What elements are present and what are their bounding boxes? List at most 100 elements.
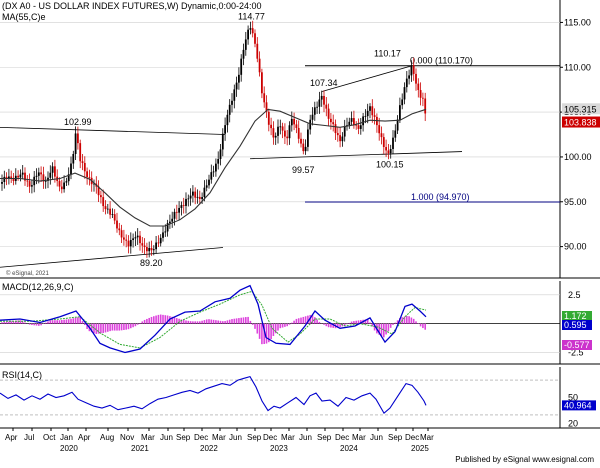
candle-body [307, 129, 309, 147]
macd-line [0, 284, 427, 354]
candle-body [93, 183, 95, 185]
x-month-label: Mar [281, 433, 295, 442]
candle-body [295, 124, 298, 128]
macd-histogram-bar [258, 323, 261, 339]
candle-body [263, 93, 266, 103]
candle-body [313, 107, 316, 115]
macd-histogram-bar [394, 322, 397, 324]
candle-body [65, 181, 68, 183]
x-axis: Apr Jul Oct Jan Apr Aug Nov Mar Jun Sep Dec Mar Jun S… [0, 427, 600, 453]
macd-histogram-bar [300, 317, 302, 324]
candle-body [49, 172, 52, 178]
candle-body [88, 177, 91, 178]
macd-histogram-bar [256, 323, 259, 334]
x-year-label: 2024 [340, 444, 358, 453]
macd-histogram-bar [187, 320, 190, 324]
candle-body [396, 119, 399, 131]
candle-body [79, 143, 82, 162]
candle-body [143, 245, 146, 248]
macd-histogram-bar [219, 320, 222, 324]
candle-body [332, 122, 335, 125]
candle-body [366, 110, 369, 117]
macd-histogram-bar [164, 315, 167, 324]
macd-histogram-bar [233, 318, 236, 324]
last-value-text: 0.595 [564, 320, 587, 330]
macd-histogram-bar [323, 323, 325, 325]
macd-histogram-bar [274, 323, 277, 334]
macd-histogram-bar [54, 320, 56, 324]
macd-histogram-bar [348, 322, 351, 324]
candle-body [189, 195, 192, 199]
macd-histogram-bar [270, 323, 272, 340]
candle-body [254, 33, 256, 44]
candle-body [72, 153, 75, 164]
candle-body [392, 137, 394, 149]
candle-body [44, 180, 47, 182]
candle-body [348, 121, 351, 126]
macd-histogram-bar [139, 323, 141, 324]
candle-body [17, 175, 19, 178]
macd-histogram-bar [311, 314, 314, 324]
macd-histogram-bar [254, 323, 256, 329]
macd-histogram-bar [302, 316, 305, 324]
candle-body [155, 242, 157, 250]
candle-body [139, 235, 141, 244]
macd-histogram-bar [265, 323, 268, 344]
candle-body [162, 232, 164, 238]
candle-body [389, 148, 392, 154]
candle-body [323, 95, 325, 105]
candle-body [215, 163, 217, 172]
candle-body [24, 172, 26, 181]
macd-histogram-bar [249, 320, 252, 324]
candle-body [201, 197, 203, 200]
candle-body [330, 118, 332, 123]
macd-histogram-bar [49, 320, 52, 324]
x-month-label: Oct [43, 433, 56, 442]
x-month-label: Jun [229, 433, 242, 442]
copyright-text: © eSignal, 2021 [6, 270, 49, 277]
macd-histogram-bar [125, 323, 127, 330]
macd-histogram-bar [353, 321, 355, 324]
candle-body [8, 176, 10, 179]
macd-histogram-bar [226, 320, 229, 324]
macd-histogram-bar [406, 315, 408, 324]
x-month-label: Jun [160, 433, 173, 442]
macd-histogram-bar [297, 318, 300, 324]
macd-histogram-bar [293, 320, 295, 324]
macd-histogram-bar [212, 319, 215, 324]
candle-body [187, 198, 190, 200]
candle-body [28, 181, 31, 187]
y-tick-label: 100.00 [564, 152, 592, 162]
candle-body [272, 128, 275, 138]
candle-body [33, 176, 36, 186]
x-month-label: Sep [247, 433, 262, 442]
macd-histogram-bar [136, 323, 139, 325]
candle-body [251, 28, 254, 34]
candle-body [198, 196, 201, 200]
macd-histogram-bar [199, 321, 201, 324]
candle-body [309, 119, 312, 130]
y-tick-label: -2.5 [568, 347, 584, 357]
macd-histogram-bar [360, 320, 362, 324]
candle-body [288, 125, 291, 139]
candle-body [146, 247, 148, 252]
macd-histogram-bar [314, 317, 316, 324]
macd-histogram-bar [408, 316, 410, 324]
fib-level-label: 1.000 (94.970) [411, 192, 470, 202]
macd-histogram-bar [1, 322, 3, 324]
x-month-label: Mar [352, 433, 366, 442]
x-month-label: Apr [78, 433, 91, 442]
candle-body [320, 95, 323, 100]
candle-body [97, 186, 100, 196]
macd-histogram-bar [5, 321, 8, 324]
candle-body [300, 138, 302, 144]
y-tick-label: 50 [568, 393, 578, 403]
candle-body [136, 235, 139, 238]
macd-histogram-bar [86, 323, 88, 330]
candle-body [228, 104, 231, 115]
candle-body [63, 182, 65, 190]
macd-histogram-bar [111, 323, 114, 331]
candle-body [417, 83, 420, 91]
candle-body [58, 181, 61, 187]
candle-body [318, 99, 321, 107]
